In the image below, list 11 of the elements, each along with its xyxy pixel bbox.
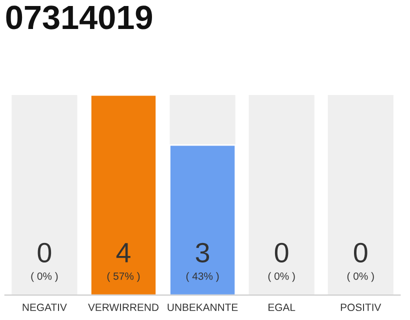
x-tick-label: POSITIV (340, 304, 382, 312)
x-tick-label: UNBEKANNTE (168, 304, 238, 312)
chart-title: 07314019 (6, 6, 152, 30)
data-label: 4 ( 57% ) (107, 243, 140, 282)
x-tick-label: NEGATIV (22, 304, 67, 312)
data-label: 0 ( 0% ) (347, 242, 374, 282)
data-label: 0 ( 0% ) (268, 242, 295, 282)
x-tick-label: EGAL (268, 304, 296, 312)
data-label: 0 ( 0% ) (31, 242, 58, 282)
data-label: 3 ( 43% ) (186, 242, 219, 282)
x-tick-label: VERWIRREND (88, 304, 158, 311)
